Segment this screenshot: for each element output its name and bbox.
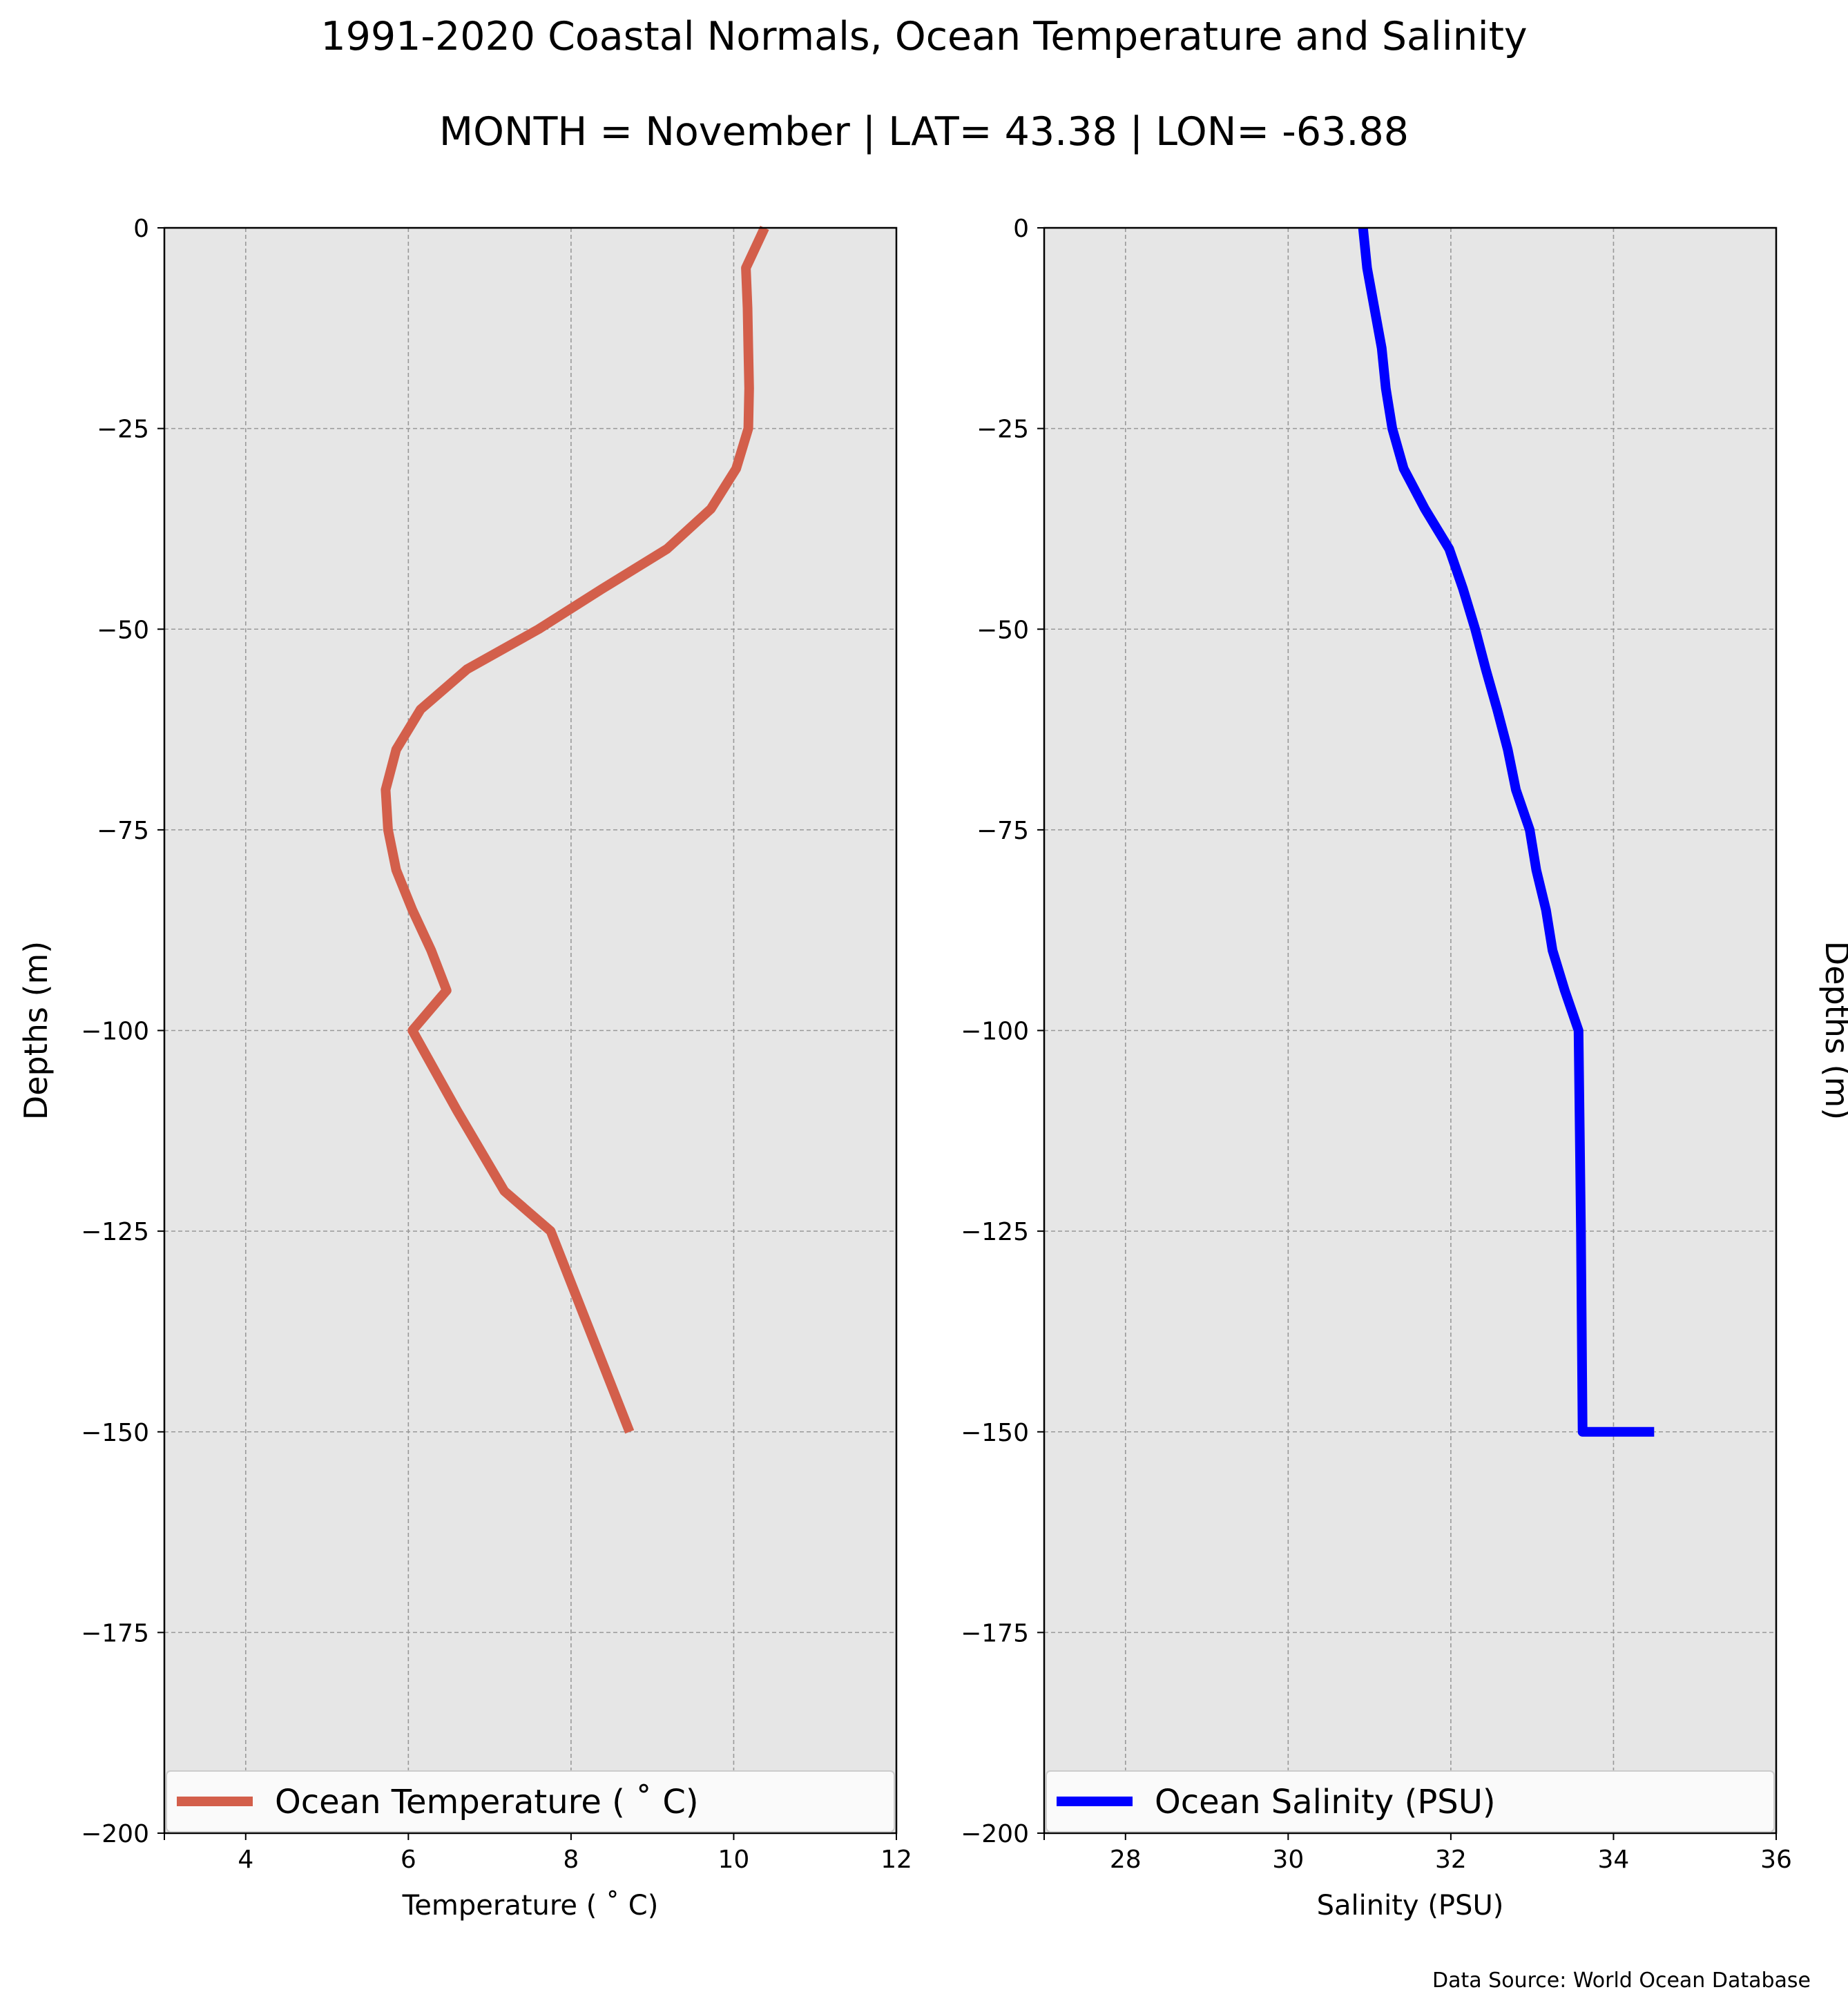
x-tick-label: 6 xyxy=(401,1846,416,1874)
y-tick-label: −125 xyxy=(961,1218,1029,1246)
y-tick-label: −175 xyxy=(961,1619,1029,1647)
legend-box xyxy=(166,1770,895,1832)
x-tick-label: 34 xyxy=(1598,1846,1630,1874)
x-tick-label: 8 xyxy=(563,1846,579,1874)
x-tick-label: 28 xyxy=(1110,1846,1142,1874)
legend: Ocean Temperature ( ˚ C) xyxy=(166,1770,895,1832)
y-axis-label: Depths (m) xyxy=(17,941,55,1120)
y-tick-label: −200 xyxy=(81,1820,149,1848)
chart-panel-1: 4 6 8 10 12 0 −25 −50 −75 −100 −125 −150 −175 −200 Tem… xyxy=(17,215,912,1922)
data-source-note: Data Source: World Ocean Database xyxy=(1432,1968,1811,1993)
x-tick-label: 30 xyxy=(1272,1846,1304,1874)
x-tick-label: 4 xyxy=(238,1846,253,1874)
series-line-1 xyxy=(381,226,769,1434)
y-tick-label: −150 xyxy=(961,1419,1029,1447)
x-tick-label: 12 xyxy=(880,1846,912,1874)
y-tick-label: −75 xyxy=(97,817,149,845)
chart-panel-2: 28 30 32 34 36 0 −25 −50 −75 −100 −125 −150 −175 −200… xyxy=(961,215,1848,1922)
y-tick-label: −125 xyxy=(81,1218,149,1246)
y-tick-label: −75 xyxy=(976,817,1029,845)
legend-box xyxy=(1046,1770,1775,1832)
legend-label: Ocean Salinity (PSU) xyxy=(1155,1783,1496,1821)
chart-title: 1991-2020 Coastal Normals, Ocean Tempera… xyxy=(320,14,1527,59)
y-tick-label: −25 xyxy=(976,416,1029,444)
y-tick-label: −50 xyxy=(97,616,149,644)
x-axis-label: Temperature ( ˚ C) xyxy=(402,1890,659,1922)
y-tick-label: −175 xyxy=(81,1619,149,1647)
x-tick-label: 32 xyxy=(1435,1846,1467,1874)
y-tick-label: −50 xyxy=(976,616,1029,644)
y-tick-label: 0 xyxy=(133,215,149,243)
legend-label: Ocean Temperature ( ˚ C) xyxy=(275,1783,699,1821)
legend: Ocean Salinity (PSU) xyxy=(1046,1770,1775,1832)
y-tick-label: −25 xyxy=(97,416,149,444)
y-tick-label: −100 xyxy=(961,1018,1029,1046)
y-tick-label: −100 xyxy=(81,1018,149,1046)
chart-subtitle: MONTH = November | LAT= 43.38 | LON= -63… xyxy=(439,109,1409,155)
x-tick-label: 10 xyxy=(718,1846,750,1874)
y-axis-label-right: Depths (m) xyxy=(1818,941,1848,1120)
x-axis-label: Salinity (PSU) xyxy=(1317,1890,1504,1922)
y-tick-label: −150 xyxy=(81,1419,149,1447)
y-tick-label: 0 xyxy=(1013,215,1029,243)
y-tick-label: −200 xyxy=(961,1820,1029,1848)
series-line-1 xyxy=(1358,227,1655,1437)
x-tick-label: 36 xyxy=(1760,1846,1792,1874)
